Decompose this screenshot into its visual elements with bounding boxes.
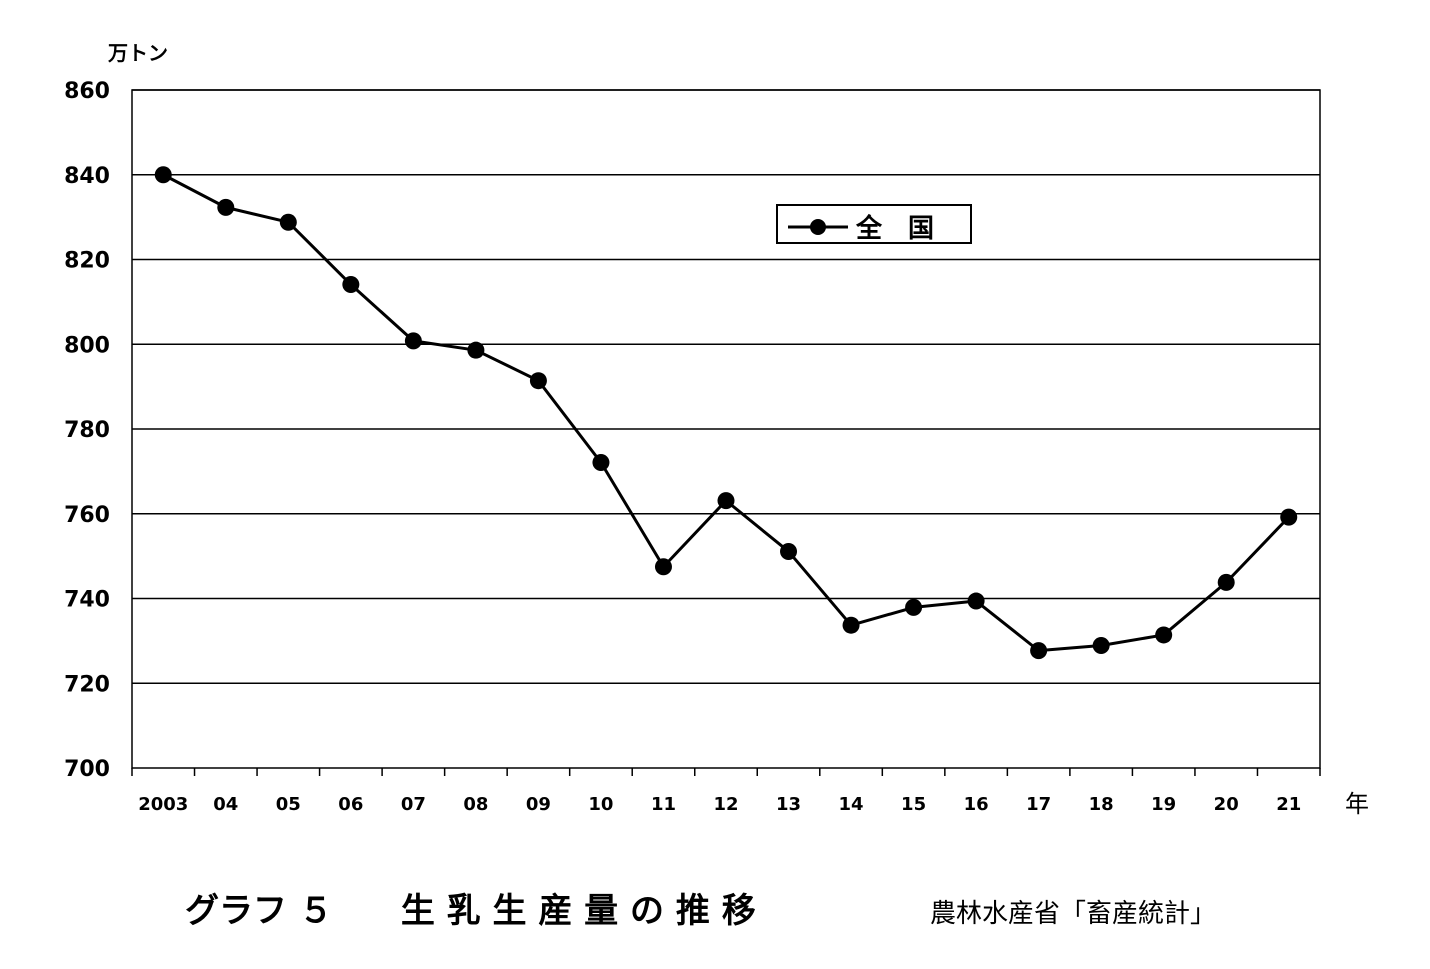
x-tick-label: 17 — [1026, 794, 1051, 815]
y-tick-labels: 700 720 740 760 780 800 820 840 860 — [64, 79, 110, 782]
series — [154, 166, 1298, 660]
x-tick-label: 2003 — [138, 794, 188, 815]
x-axis-unit: 年 — [1345, 790, 1369, 818]
y-tick-label: 820 — [64, 249, 110, 274]
data-point — [717, 492, 735, 510]
data-point — [1092, 637, 1110, 655]
x-tick-label: 09 — [526, 794, 551, 815]
data-point — [217, 198, 235, 216]
data-point — [842, 616, 860, 634]
y-tick-label: 780 — [64, 418, 110, 443]
data-point — [780, 542, 798, 560]
x-tick-label: 21 — [1276, 794, 1301, 815]
x-tick-label: 07 — [401, 794, 426, 815]
y-tick-label: 800 — [64, 333, 110, 358]
x-tick-label: 06 — [338, 794, 363, 815]
x-tick-label: 12 — [713, 794, 738, 815]
data-point — [905, 598, 923, 616]
series-line — [162, 173, 1290, 653]
y-tick-label: 740 — [64, 588, 110, 613]
chart-title: グラフ ５ 生 乳 生 産 量 の 推 移 — [185, 891, 756, 931]
data-point — [967, 592, 985, 610]
data-point — [1280, 508, 1298, 526]
x-tick-label: 20 — [1214, 794, 1239, 815]
data-point — [1030, 642, 1048, 660]
x-tick-label: 15 — [901, 794, 926, 815]
data-point — [467, 341, 485, 359]
x-tick-label: 08 — [463, 794, 488, 815]
x-tick-label: 10 — [588, 794, 613, 815]
chart-source: 農林水産省「畜産統計」 — [930, 899, 1216, 929]
x-tick-label: 05 — [276, 794, 301, 815]
y-tick-label: 760 — [64, 503, 110, 528]
y-tick-label: 700 — [64, 757, 110, 782]
axes — [131, 89, 1321, 776]
data-point — [154, 166, 172, 184]
x-tick-label: 13 — [776, 794, 801, 815]
data-point — [529, 372, 547, 390]
data-point — [342, 276, 360, 294]
y-tick-label: 720 — [64, 672, 110, 697]
data-point — [404, 332, 422, 350]
x-tick-label: 19 — [1151, 794, 1176, 815]
legend-box — [776, 204, 972, 244]
data-point — [1155, 626, 1173, 644]
x-tick-labels: 2003 04 05 06 07 08 09 10 11 12 13 14 15 16 17 18 19 20 21 — [138, 794, 1301, 815]
x-tick-label: 16 — [964, 794, 989, 815]
x-tick-label: 11 — [651, 794, 676, 815]
data-point — [654, 558, 672, 576]
y-axis-unit: 万トン — [107, 41, 168, 65]
y-tick-label: 840 — [64, 164, 110, 189]
legend-label: 全 国 — [855, 213, 934, 244]
x-tick-label: 18 — [1089, 794, 1114, 815]
x-tick-label: 14 — [839, 794, 864, 815]
data-point — [279, 213, 297, 231]
y-tick-label: 860 — [64, 79, 110, 104]
plot-frame — [131, 89, 1321, 769]
data-point — [592, 453, 610, 471]
legend: 全 国 — [776, 204, 972, 244]
x-tick-label: 04 — [213, 794, 238, 815]
data-point — [1217, 573, 1235, 591]
gridlines — [132, 89, 1320, 684]
legend-marker — [810, 219, 826, 235]
